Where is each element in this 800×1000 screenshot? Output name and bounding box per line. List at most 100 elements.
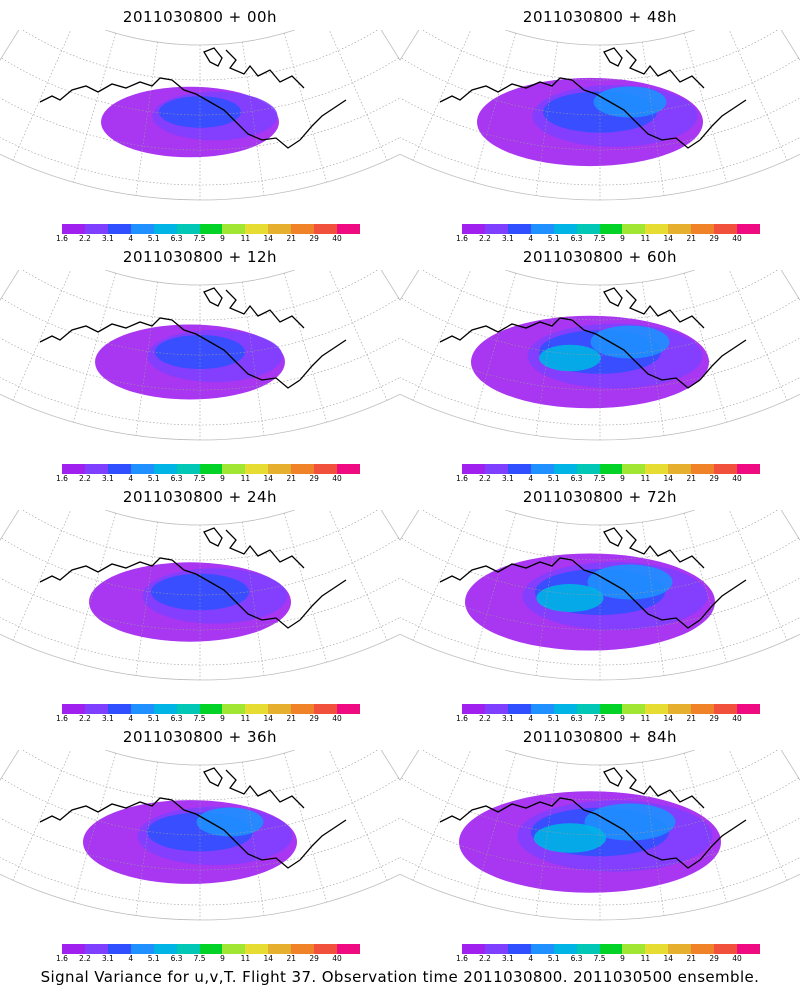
colorbar-swatch bbox=[222, 224, 246, 234]
longitude-line bbox=[412, 510, 472, 641]
coastline bbox=[39, 77, 173, 103]
colorbar-tick-label: 29 bbox=[709, 714, 719, 723]
colorbar-swatch bbox=[62, 704, 85, 714]
colorbar-tick-label: 5.1 bbox=[147, 474, 160, 483]
colorbar-tick-label: 29 bbox=[309, 234, 319, 243]
latitude-line bbox=[0, 377, 400, 426]
latitude-line bbox=[22, 270, 378, 321]
colorbar-tick-label: 4 bbox=[528, 474, 534, 483]
colorbar-swatch bbox=[622, 944, 646, 954]
coastline bbox=[39, 557, 173, 583]
colorbar-tick-label: 4 bbox=[528, 234, 534, 243]
variance-contour bbox=[536, 584, 604, 612]
coastline bbox=[171, 79, 301, 149]
coastline bbox=[439, 797, 573, 823]
coastline bbox=[225, 769, 305, 809]
colorbar-swatch bbox=[599, 704, 623, 714]
colorbar-swatch bbox=[84, 704, 108, 714]
colorbar-tick-label: 4 bbox=[128, 234, 134, 243]
latitude-line bbox=[422, 750, 778, 801]
coastline bbox=[203, 287, 223, 307]
colorbar-swatch bbox=[553, 944, 577, 954]
variance-field bbox=[83, 800, 297, 884]
colorbar-swatch bbox=[507, 464, 531, 474]
colorbar-tick-label: 14 bbox=[663, 954, 674, 963]
colorbar-swatch bbox=[462, 704, 485, 714]
colorbar-tick-label: 5.1 bbox=[547, 714, 560, 723]
latitude-line bbox=[0, 857, 400, 906]
colorbar-tick-label: 29 bbox=[309, 954, 319, 963]
colorbar-swatch bbox=[314, 224, 338, 234]
longitude-line bbox=[135, 761, 158, 916]
longitude-line bbox=[412, 30, 472, 161]
map-plot bbox=[400, 510, 800, 681]
colorbar-swatch bbox=[691, 944, 715, 954]
map-panel-48h: 2011030800 + 48h 1.6 2.2 3.1 4 5.1 6.3 7.5 9 11 14… bbox=[400, 0, 800, 243]
colorbar-tick-label: 3.1 bbox=[101, 234, 114, 243]
colorbar-swatch bbox=[553, 704, 577, 714]
latitude-line bbox=[422, 510, 778, 561]
coastline bbox=[439, 557, 573, 583]
colorbar-tick-label: 1.6 bbox=[456, 714, 468, 723]
coastline bbox=[699, 819, 747, 861]
latitude-line bbox=[400, 377, 800, 426]
colorbar-tick-label: 2.2 bbox=[78, 954, 91, 963]
colorbar-tick-label: 14 bbox=[263, 234, 274, 243]
colorbar-swatch bbox=[599, 464, 623, 474]
coastline bbox=[439, 77, 573, 103]
colorbar-tick-label: 1.6 bbox=[456, 954, 468, 963]
colorbar-swatch bbox=[130, 464, 154, 474]
coastline bbox=[299, 99, 347, 141]
colorbar-swatch bbox=[576, 464, 600, 474]
coastline bbox=[171, 799, 301, 869]
colorbar-tick-label: 5.1 bbox=[147, 714, 160, 723]
longitude-line bbox=[135, 281, 158, 436]
longitude-line bbox=[328, 750, 388, 881]
colorbar-tick-label: 29 bbox=[709, 234, 719, 243]
colorbar-tick-label: 5.1 bbox=[147, 234, 160, 243]
colorbar-tick-label: 9 bbox=[620, 714, 625, 723]
colorbar-tick-label: 7.5 bbox=[193, 474, 206, 483]
coastline bbox=[299, 819, 347, 861]
graticule bbox=[0, 750, 400, 920]
colorbar-swatch bbox=[737, 464, 760, 474]
colorbar-swatch bbox=[530, 944, 554, 954]
colorbar-tick-label: 6.3 bbox=[570, 234, 583, 243]
colorbar-tick-label: 40 bbox=[732, 474, 742, 483]
colorbar-tick-label: 2.2 bbox=[78, 234, 91, 243]
coastline bbox=[203, 527, 223, 547]
coastline bbox=[603, 527, 623, 547]
colorbar-swatch bbox=[62, 224, 85, 234]
coastline bbox=[225, 289, 305, 329]
coastline bbox=[571, 799, 701, 869]
panel-title: 2011030800 + 60h bbox=[522, 248, 678, 266]
colorbar-tick-label: 6.3 bbox=[170, 234, 183, 243]
coastline bbox=[439, 317, 573, 343]
colorbar-tick-labels: 1.6 2.2 3.1 4 5.1 6.3 7.5 9 11 14 21 29 40 bbox=[56, 234, 360, 246]
coastlines bbox=[39, 287, 347, 389]
colorbar-tick-label: 2.2 bbox=[478, 234, 491, 243]
colorbar-swatch bbox=[645, 704, 669, 714]
colorbar-tick-label: 7.5 bbox=[593, 234, 606, 243]
colorbar-swatch bbox=[530, 464, 554, 474]
longitude-line bbox=[242, 281, 265, 436]
colorbar-swatch bbox=[645, 464, 669, 474]
colorbar-swatch bbox=[714, 224, 738, 234]
longitude-line bbox=[283, 33, 328, 183]
map-plot bbox=[0, 270, 400, 441]
colorbar-swatch bbox=[199, 464, 223, 474]
variance-field bbox=[101, 86, 279, 158]
colorbar-tick-label: 14 bbox=[663, 714, 674, 723]
variance-contour bbox=[584, 803, 676, 841]
colorbar-tick-label: 40 bbox=[732, 234, 742, 243]
coastline bbox=[299, 579, 347, 621]
colorbar bbox=[62, 464, 360, 474]
graticule bbox=[400, 270, 800, 440]
latitude-line bbox=[22, 750, 378, 801]
latitude-line bbox=[400, 137, 800, 186]
colorbar-tick-label: 5.1 bbox=[547, 474, 560, 483]
colorbar-swatch bbox=[668, 944, 692, 954]
coastline bbox=[39, 317, 173, 343]
colorbar-swatch bbox=[130, 224, 154, 234]
colorbar-swatch bbox=[714, 704, 738, 714]
